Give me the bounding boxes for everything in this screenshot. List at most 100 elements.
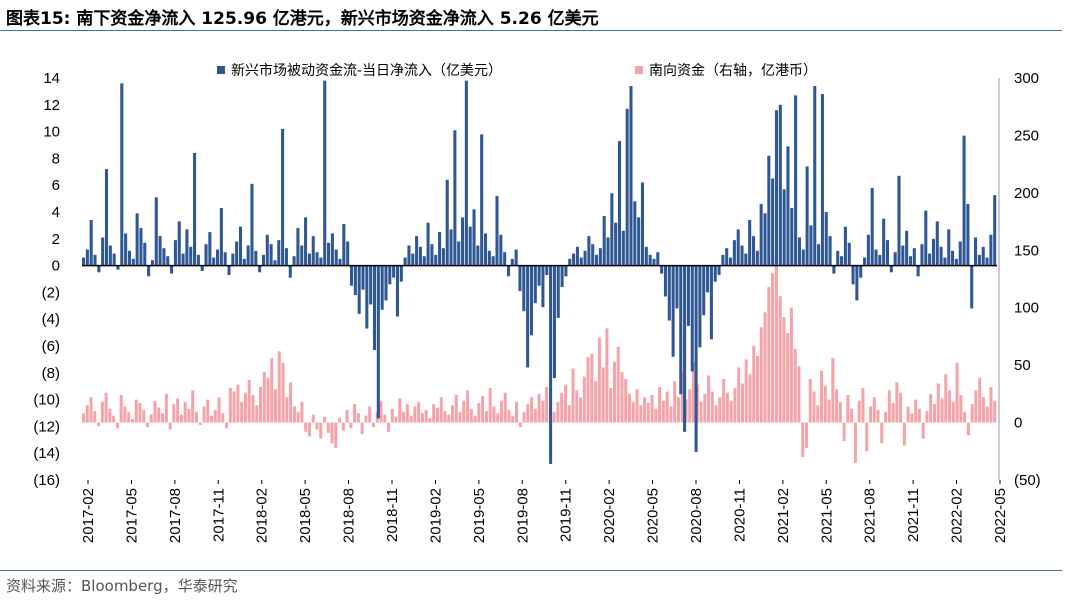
bar-em-flow-54 — [288, 265, 292, 278]
bar-em-flow-22 — [166, 256, 170, 266]
bar-southbound-23 — [168, 422, 172, 430]
bar-em-flow-5 — [101, 237, 105, 266]
bar-em-flow-100 — [464, 80, 468, 266]
bar-em-flow-220 — [924, 210, 928, 266]
bar-em-flow-70 — [349, 265, 354, 286]
bar-em-flow-185 — [790, 207, 794, 266]
bar-em-flow-82 — [395, 265, 399, 317]
bar-southbound-37 — [221, 413, 225, 423]
bar-em-flow-161 — [698, 265, 702, 348]
bar-southbound-107 — [484, 411, 488, 423]
bar-em-flow-18 — [150, 260, 154, 266]
bar-em-flow-230 — [962, 135, 966, 266]
bar-em-flow-101 — [468, 226, 472, 266]
bar-em-flow-181 — [774, 110, 779, 266]
bar-em-flow-197 — [836, 250, 840, 266]
bar-southbound-172 — [729, 400, 733, 423]
bar-southbound-139 — [605, 328, 609, 423]
bar-southbound-33 — [206, 399, 210, 423]
bar-em-flow-41 — [238, 226, 243, 266]
bar-southbound-236 — [970, 404, 974, 423]
bar-southbound-94 — [435, 407, 439, 423]
bar-southbound-221 — [914, 399, 918, 423]
bar-southbound-40 — [232, 391, 236, 423]
em-flow-series — [82, 80, 997, 464]
bar-em-flow-84 — [403, 257, 407, 266]
legend-label-southbound: 南向资金（右轴，亿港币） — [649, 63, 817, 79]
bar-southbound-196 — [820, 370, 824, 423]
bar-em-flow-109 — [499, 234, 503, 266]
right-tick-label: 200 — [1014, 185, 1039, 202]
bar-em-flow-150 — [656, 252, 660, 266]
bar-em-flow-17 — [147, 265, 151, 277]
bar-em-flow-218 — [916, 265, 920, 277]
bar-em-flow-165 — [713, 265, 717, 282]
bar-southbound-11 — [123, 406, 127, 423]
left-tick-label: 10 — [43, 124, 60, 141]
left-tick-label: 0 — [52, 258, 60, 275]
bar-southbound-98 — [451, 405, 455, 423]
bar-southbound-31 — [198, 422, 202, 425]
title-rule — [0, 30, 1062, 31]
right-tick-label: 0 — [1014, 415, 1022, 432]
bar-southbound-36 — [217, 397, 221, 423]
bar-southbound-103 — [469, 408, 473, 423]
bar-southbound-159 — [680, 370, 684, 423]
x-tick-label: 2020-05 — [645, 488, 662, 543]
x-tick-label: 2019-08 — [514, 488, 531, 543]
x-tick-label: 2021-05 — [818, 488, 835, 543]
bar-southbound-212 — [880, 422, 884, 444]
bar-em-flow-3 — [93, 254, 97, 266]
bar-southbound-85 — [402, 412, 406, 423]
bar-southbound-223 — [921, 422, 925, 439]
bar-southbound-119 — [530, 397, 534, 423]
bar-em-flow-4 — [97, 265, 101, 273]
bar-southbound-138 — [601, 367, 605, 423]
bar-em-flow-64 — [327, 242, 331, 266]
bar-southbound-195 — [816, 405, 820, 423]
bar-southbound-220 — [910, 413, 914, 423]
bar-southbound-8 — [112, 415, 116, 423]
bar-em-flow-208 — [878, 254, 882, 266]
bar-southbound-113 — [507, 409, 511, 423]
bar-em-flow-62 — [319, 257, 323, 266]
bar-em-flow-88 — [418, 246, 422, 266]
bar-em-flow-120 — [541, 265, 545, 308]
bar-southbound-170 — [722, 378, 726, 423]
bar-southbound-128 — [563, 384, 567, 423]
bar-southbound-178 — [752, 345, 756, 423]
x-tick-label: 2018-05 — [297, 488, 314, 543]
bar-southbound-224 — [925, 411, 929, 423]
x-tick-label: 2019-11 — [558, 488, 575, 542]
bar-em-flow-211 — [889, 265, 893, 273]
bar-em-flow-193 — [820, 94, 824, 266]
bar-southbound-1 — [85, 405, 89, 423]
bar-em-flow-37 — [223, 252, 227, 266]
bar-southbound-22 — [164, 393, 168, 423]
bar-em-flow-96 — [449, 229, 453, 266]
bar-southbound-132 — [579, 397, 583, 423]
bar-southbound-204 — [850, 408, 854, 423]
x-tick-label: 2021-08 — [862, 488, 879, 543]
bar-southbound-93 — [432, 404, 436, 423]
bar-southbound-180 — [759, 327, 763, 423]
bar-southbound-10 — [119, 395, 123, 423]
bar-southbound-7 — [108, 408, 112, 423]
bar-southbound-125 — [552, 412, 556, 423]
bar-southbound-18 — [149, 414, 153, 423]
bar-em-flow-66 — [334, 249, 338, 266]
bar-southbound-210 — [872, 397, 876, 423]
source-note: 资料来源：Bloomberg，华泰研究 — [6, 577, 238, 595]
bar-em-flow-29 — [193, 153, 197, 266]
bar-em-flow-24 — [173, 240, 177, 266]
bar-em-flow-178 — [763, 213, 767, 266]
bar-em-flow-81 — [392, 265, 396, 278]
bar-southbound-32 — [202, 406, 206, 423]
bar-em-flow-78 — [380, 265, 384, 310]
bar-em-flow-199 — [843, 226, 847, 266]
bar-southbound-200 — [835, 389, 839, 423]
bar-em-flow-226 — [947, 229, 951, 266]
bar-em-flow-166 — [717, 265, 721, 275]
bar-southbound-116 — [518, 422, 522, 428]
bar-southbound-135 — [590, 353, 594, 423]
